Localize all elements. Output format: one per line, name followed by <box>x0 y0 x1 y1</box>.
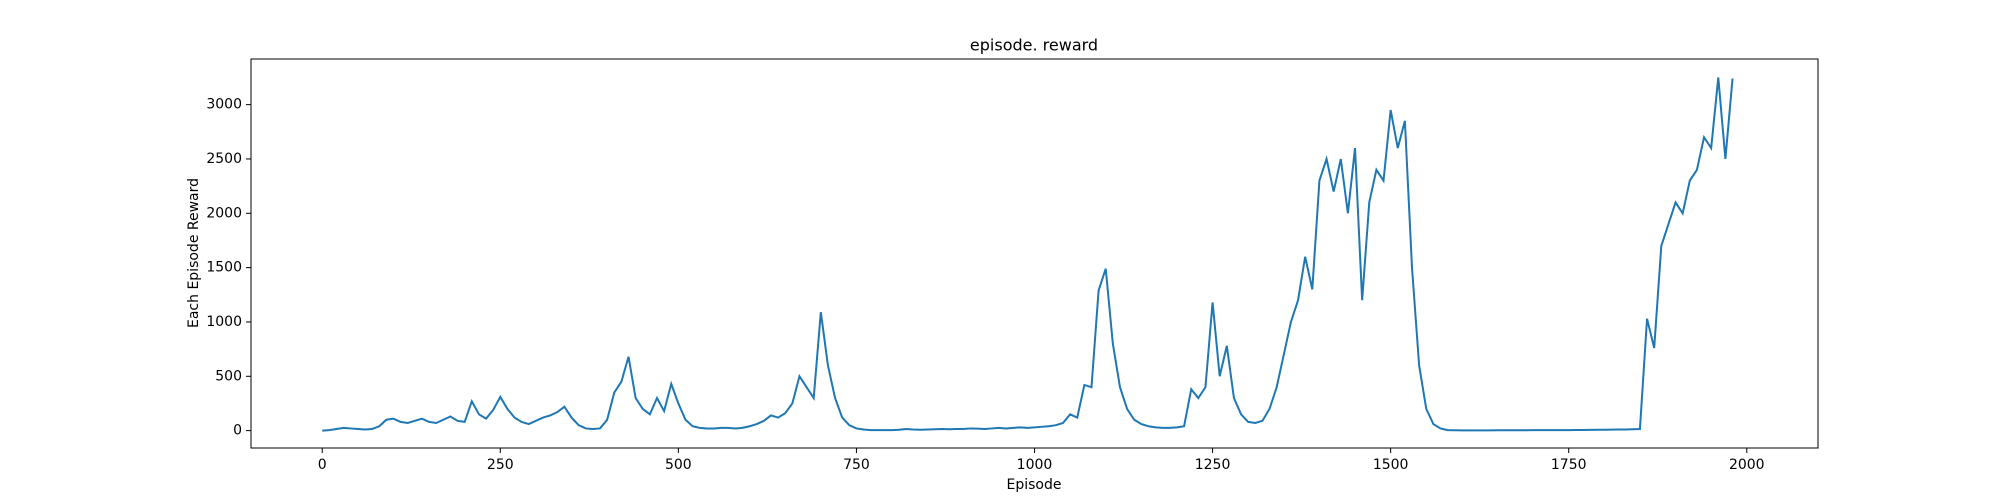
plot-frame <box>250 58 1819 449</box>
x-tick-label: 1750 <box>1551 457 1587 473</box>
x-tick-label: 2000 <box>1729 457 1765 473</box>
y-tick-label: 2500 <box>206 151 242 167</box>
y-tick-label: 1000 <box>206 314 242 330</box>
y-tick-label: 500 <box>215 368 242 384</box>
x-tick-label: 500 <box>665 457 692 473</box>
x-tick-label: 250 <box>487 457 514 473</box>
line-series <box>322 77 1734 432</box>
y-axis-label: Each Episode Reward <box>186 178 202 328</box>
x-tick-label: 750 <box>843 457 870 473</box>
x-tick-label: 1000 <box>1017 457 1053 473</box>
x-tick-label: 1500 <box>1373 457 1409 473</box>
y-tick-label: 2000 <box>206 205 242 221</box>
x-tick-label: 0 <box>318 457 327 473</box>
y-tick-label: 3000 <box>206 97 242 113</box>
y-tick-label: 1500 <box>206 260 242 276</box>
chart-title: episode. reward <box>970 36 1098 55</box>
x-axis-label: Episode <box>1007 477 1062 493</box>
y-tick-label: 0 <box>233 423 242 439</box>
x-tick-label: 1250 <box>1195 457 1231 473</box>
